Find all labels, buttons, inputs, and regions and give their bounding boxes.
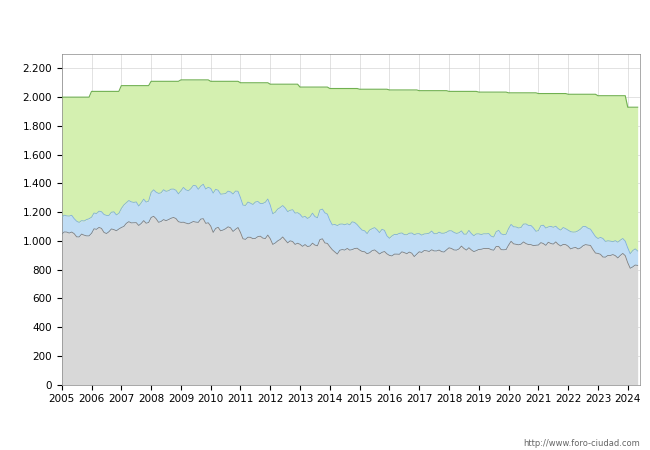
Text: http://www.foro-ciudad.com: http://www.foro-ciudad.com <box>523 439 640 448</box>
Text: La Palma de Cervelló - Evolucion de la poblacion en edad de Trabajar Mayo de 202: La Palma de Cervelló - Evolucion de la p… <box>56 18 594 29</box>
